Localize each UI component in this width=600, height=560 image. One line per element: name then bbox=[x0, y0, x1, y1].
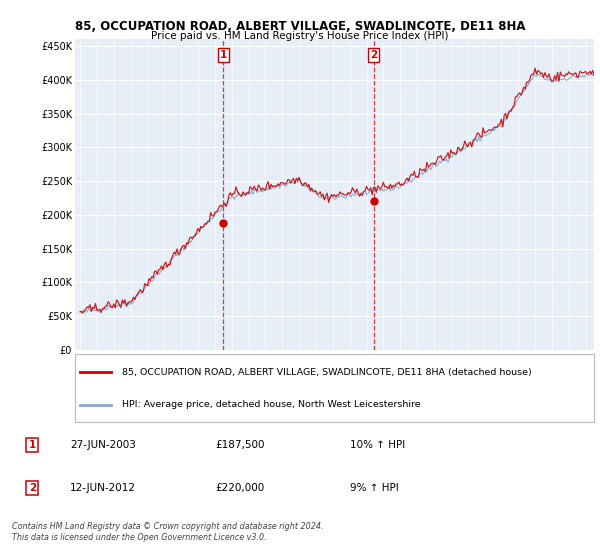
Text: 12-JUN-2012: 12-JUN-2012 bbox=[70, 483, 136, 493]
Text: 1: 1 bbox=[29, 440, 36, 450]
Text: £220,000: £220,000 bbox=[216, 483, 265, 493]
Text: HPI: Average price, detached house, North West Leicestershire: HPI: Average price, detached house, Nort… bbox=[122, 400, 421, 409]
Text: 85, OCCUPATION ROAD, ALBERT VILLAGE, SWADLINCOTE, DE11 8HA (detached house): 85, OCCUPATION ROAD, ALBERT VILLAGE, SWA… bbox=[122, 368, 532, 377]
Text: 2: 2 bbox=[29, 483, 36, 493]
Text: 27-JUN-2003: 27-JUN-2003 bbox=[70, 440, 136, 450]
Text: Price paid vs. HM Land Registry's House Price Index (HPI): Price paid vs. HM Land Registry's House … bbox=[151, 31, 449, 41]
Text: 9% ↑ HPI: 9% ↑ HPI bbox=[350, 483, 398, 493]
Text: 1: 1 bbox=[220, 50, 227, 60]
Text: 2: 2 bbox=[370, 50, 377, 60]
Text: 10% ↑ HPI: 10% ↑ HPI bbox=[350, 440, 405, 450]
Text: 85, OCCUPATION ROAD, ALBERT VILLAGE, SWADLINCOTE, DE11 8HA: 85, OCCUPATION ROAD, ALBERT VILLAGE, SWA… bbox=[75, 20, 525, 32]
Text: £187,500: £187,500 bbox=[216, 440, 265, 450]
Text: Contains HM Land Registry data © Crown copyright and database right 2024.
This d: Contains HM Land Registry data © Crown c… bbox=[12, 522, 323, 542]
